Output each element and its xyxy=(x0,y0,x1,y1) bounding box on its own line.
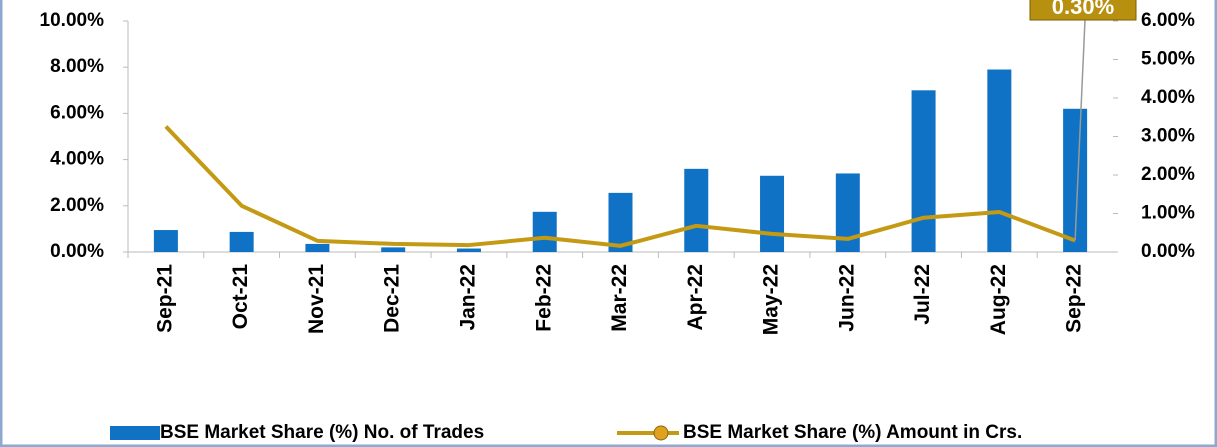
bar xyxy=(153,230,178,252)
bar xyxy=(911,90,936,252)
legend-label: BSE Market Share (%) No. of Trades xyxy=(160,422,484,443)
bar xyxy=(305,243,330,252)
line xyxy=(164,125,1076,248)
y2-tick-label: 6.00% xyxy=(1141,10,1195,31)
y2-tick-label: 3.00% xyxy=(1141,126,1195,147)
y2-tick-label: 1.00% xyxy=(1141,203,1195,224)
y-tick-label: 0.00% xyxy=(50,241,104,262)
y-tick-label: 4.00% xyxy=(50,149,104,170)
y2-tick-label: 5.00% xyxy=(1141,49,1195,70)
x-tick-label: Mar-22 xyxy=(608,264,631,332)
data-label: 0.30% xyxy=(1052,0,1114,19)
y-tick-label: 10.00% xyxy=(40,10,105,31)
bar xyxy=(987,69,1012,252)
bar xyxy=(229,231,254,252)
bar xyxy=(532,211,557,252)
x-tick-label: Aug-22 xyxy=(987,264,1010,335)
y-tick-label: 2.00% xyxy=(50,195,104,216)
y2-tick-label: 2.00% xyxy=(1141,164,1195,185)
x-tick-label: Jan-22 xyxy=(457,264,480,331)
y2-tick-label: 0.00% xyxy=(1141,241,1195,262)
bar xyxy=(456,248,481,252)
annotation-box xyxy=(1029,0,1137,21)
x-tick-label: Jun-22 xyxy=(835,264,858,332)
x-tick-label: Dec-21 xyxy=(381,264,404,333)
legend-marker xyxy=(653,425,669,441)
y2-tick-label: 4.00% xyxy=(1141,87,1195,108)
bar xyxy=(760,175,785,252)
x-tick-label: Sep-22 xyxy=(1063,264,1086,333)
x-tick-label: Nov-21 xyxy=(305,264,328,334)
x-tick-label: Sep-21 xyxy=(153,264,176,333)
y-tick-label: 8.00% xyxy=(50,56,104,77)
x-tick-label: Oct-21 xyxy=(229,264,252,330)
x-tick-label: Feb-22 xyxy=(532,264,555,332)
legend-swatch xyxy=(110,426,160,440)
x-tick-label: May-22 xyxy=(760,264,783,335)
x-tick-label: Jul-22 xyxy=(911,264,934,325)
legend-label: BSE Market Share (%) Amount in Crs. xyxy=(683,422,1022,443)
x-tick-label: Apr-22 xyxy=(684,264,707,331)
leader-line xyxy=(1074,19,1086,241)
bar xyxy=(381,247,406,252)
y-tick-label: 6.00% xyxy=(50,102,104,123)
bar xyxy=(684,168,709,252)
